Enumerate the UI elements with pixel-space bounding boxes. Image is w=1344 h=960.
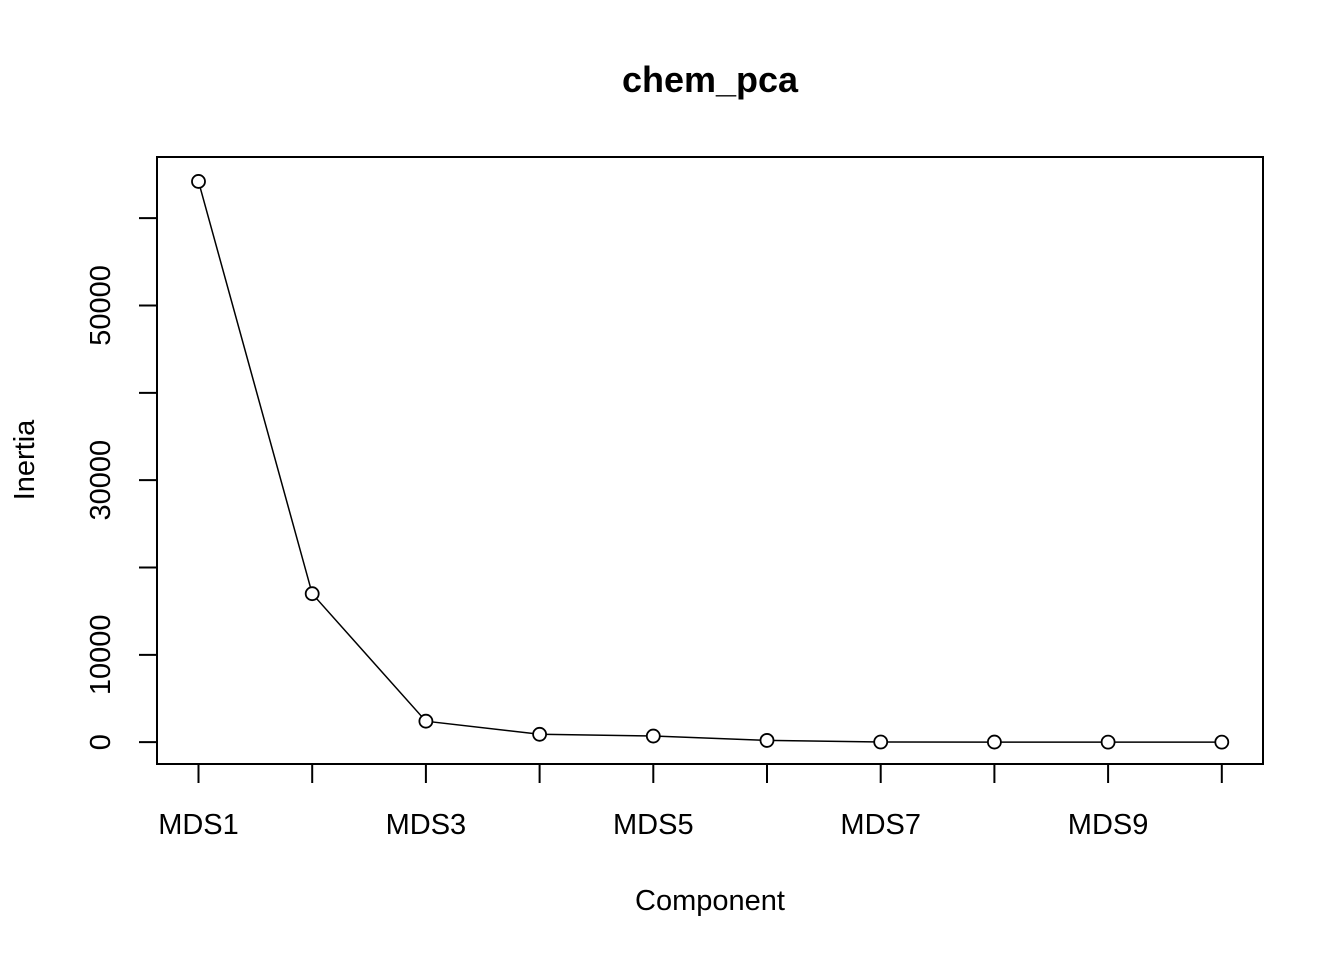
x-axis-label: Component bbox=[635, 885, 785, 917]
y-tick-label: 30000 bbox=[85, 440, 117, 521]
data-point bbox=[191, 174, 206, 189]
y-tick-label: 10000 bbox=[85, 614, 117, 695]
data-point bbox=[759, 733, 775, 748]
y-tick-label: 0 bbox=[85, 734, 117, 750]
data-point bbox=[873, 734, 889, 750]
data-point bbox=[645, 728, 661, 744]
data-point bbox=[1214, 734, 1230, 750]
data-point bbox=[987, 734, 1002, 750]
x-tick-label: MDS5 bbox=[613, 809, 694, 841]
x-tick-label: MDS9 bbox=[1068, 809, 1149, 841]
x-axis: MDS1 MDS3 MDS5 MDS7 MDS9 bbox=[158, 763, 1223, 841]
plot-frame bbox=[156, 156, 1264, 765]
series-inertia bbox=[191, 174, 1230, 750]
data-point bbox=[532, 726, 547, 742]
data-point bbox=[304, 586, 320, 602]
series-line bbox=[197, 181, 1222, 743]
chart-title: chem_pca bbox=[622, 59, 799, 100]
data-point bbox=[418, 713, 434, 729]
y-tick-label: 50000 bbox=[85, 265, 117, 346]
x-tick-label: MDS3 bbox=[386, 809, 467, 841]
data-point bbox=[1100, 734, 1116, 750]
x-tick-label: MDS7 bbox=[840, 809, 921, 841]
y-axis-label: Inertia bbox=[9, 419, 41, 500]
x-tick-label: MDS1 bbox=[158, 809, 239, 841]
y-axis: 0 10000 30000 50000 bbox=[85, 217, 158, 750]
